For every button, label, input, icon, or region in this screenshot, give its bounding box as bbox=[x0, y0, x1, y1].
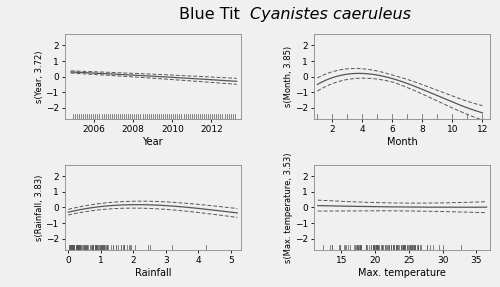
Y-axis label: s(Year, 3.72): s(Year, 3.72) bbox=[35, 51, 44, 103]
X-axis label: Max. temperature: Max. temperature bbox=[358, 268, 446, 278]
Text: Blue Tit: Blue Tit bbox=[179, 7, 250, 22]
X-axis label: Rainfall: Rainfall bbox=[134, 268, 171, 278]
Y-axis label: s(Max. temperature, 3.53): s(Max. temperature, 3.53) bbox=[284, 152, 294, 263]
Y-axis label: s(Month, 3.85): s(Month, 3.85) bbox=[284, 46, 294, 107]
X-axis label: Year: Year bbox=[142, 137, 163, 147]
Text: Cyanistes caeruleus: Cyanistes caeruleus bbox=[250, 7, 411, 22]
Y-axis label: s(Rainfall, 3.83): s(Rainfall, 3.83) bbox=[35, 174, 44, 241]
X-axis label: Month: Month bbox=[387, 137, 418, 147]
